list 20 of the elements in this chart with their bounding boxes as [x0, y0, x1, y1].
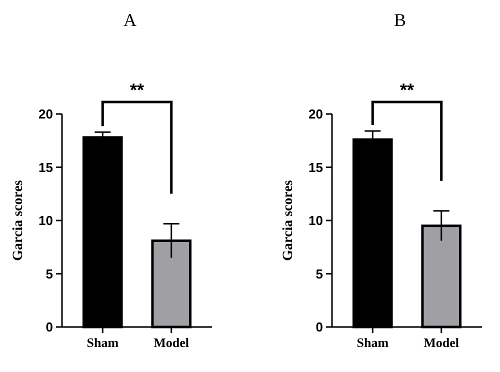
chart-title: A: [124, 10, 136, 30]
y-tick-label: 0: [316, 320, 323, 335]
y-tick-label: 20: [308, 106, 323, 122]
text: **: [400, 80, 414, 100]
x-tick-label: Sham: [86, 335, 119, 350]
text: **: [130, 80, 144, 100]
y-tick-label: 10: [308, 213, 323, 228]
x-tick-label: Sham: [356, 335, 389, 350]
x-tick-label: Model: [154, 335, 190, 350]
chart-title: B: [394, 10, 406, 30]
y-tick-label: 5: [46, 266, 53, 282]
y-tick-label: 5: [316, 266, 323, 282]
y-tick-label: 10: [38, 213, 53, 228]
y-tick-label: 0: [46, 320, 53, 335]
y-axis-title: Garcia scores: [281, 180, 296, 261]
y-tick-label: 20: [38, 106, 53, 122]
x-tick-label: Model: [424, 335, 460, 350]
y-axis-title: Garcia scores: [11, 180, 26, 261]
y-tick-label: 15: [308, 160, 323, 175]
y-tick-label: 15: [38, 160, 53, 175]
